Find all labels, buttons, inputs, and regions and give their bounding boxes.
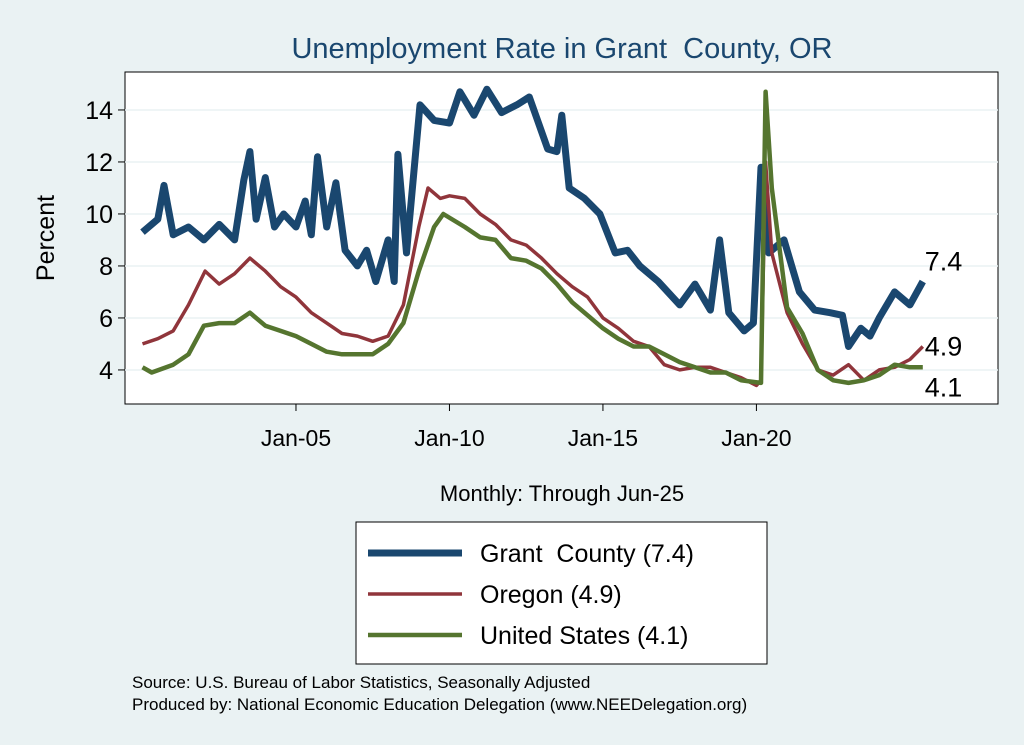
- x-tick-label: Jan-05: [261, 425, 331, 451]
- x-tick-label: Jan-20: [721, 425, 791, 451]
- end-label: 7.4: [925, 247, 963, 277]
- y-tick-label: 6: [99, 305, 113, 333]
- end-label: 4.1: [925, 372, 963, 402]
- y-axis-label: Percent: [32, 195, 60, 281]
- x-tick-label: Jan-15: [568, 425, 638, 451]
- legend-label: United States (4.1): [480, 622, 688, 650]
- legend-label: Grant County (7.4): [480, 540, 694, 568]
- y-tick-label: 14: [85, 97, 113, 125]
- series-line: [141, 89, 923, 386]
- y-tick-label: 8: [99, 253, 113, 281]
- y-tick-label: 4: [99, 357, 113, 385]
- series-line: [141, 160, 925, 388]
- x-tick-label: Jan-10: [414, 425, 484, 451]
- end-label: 4.9: [925, 332, 963, 362]
- producer-note: Produced by: National Economic Education…: [132, 695, 747, 714]
- y-tick-label: 12: [85, 149, 113, 177]
- series-line: [140, 85, 926, 350]
- y-tick-label: 10: [85, 201, 113, 229]
- chart-title: Unemployment Rate in Grant County, OR: [291, 33, 832, 65]
- x-axis-label: Monthly: Through Jun-25: [440, 481, 684, 506]
- legend-label: Oregon (4.9): [480, 581, 622, 609]
- source-note: Source: U.S. Bureau of Labor Statistics,…: [132, 673, 590, 692]
